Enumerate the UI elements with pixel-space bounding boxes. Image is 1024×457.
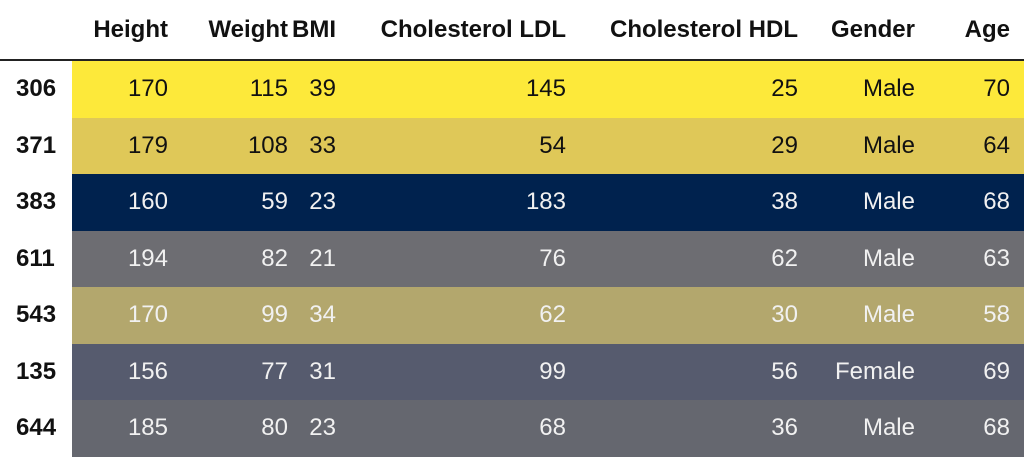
cell-cholesterol-hdl: 56 (590, 343, 822, 400)
cell-gender: Male (822, 117, 942, 174)
cell-age: 69 (942, 343, 1024, 400)
cell-cholesterol-ldl: 68 (362, 400, 590, 457)
table-row: 611 194 82 21 76 62 Male 63 (0, 230, 1024, 287)
cell-weight: 59 (174, 174, 288, 231)
cell-weight: 108 (174, 117, 288, 174)
cell-cholesterol-hdl: 36 (590, 400, 822, 457)
cell-age: 68 (942, 174, 1024, 231)
cell-cholesterol-ldl: 76 (362, 230, 590, 287)
row-index: 543 (0, 287, 72, 344)
table-row: 644 185 80 23 68 36 Male 68 (0, 400, 1024, 457)
column-header-age: Age (942, 0, 1024, 61)
cell-gender: Male (822, 174, 942, 231)
cell-age: 63 (942, 230, 1024, 287)
table-row: 371 179 108 33 54 29 Male 64 (0, 117, 1024, 174)
index-header (0, 0, 72, 61)
cell-weight: 77 (174, 343, 288, 400)
cell-cholesterol-ldl: 54 (362, 117, 590, 174)
cell-bmi: 34 (288, 287, 362, 344)
cell-gender: Male (822, 400, 942, 457)
cell-age: 58 (942, 287, 1024, 344)
table-row: 306 170 115 39 145 25 Male 70 (0, 60, 1024, 118)
cell-bmi: 23 (288, 174, 362, 231)
row-index: 135 (0, 343, 72, 400)
cell-age: 64 (942, 117, 1024, 174)
cell-gender: Male (822, 230, 942, 287)
column-header-gender: Gender (822, 0, 942, 61)
column-header-height: Height (72, 0, 174, 61)
cell-height: 160 (72, 174, 174, 231)
header-row: Height Weight BMI Cholesterol LDL Choles… (0, 0, 1024, 61)
cell-cholesterol-ldl: 145 (362, 60, 590, 118)
cell-height: 185 (72, 400, 174, 457)
cell-height: 170 (72, 287, 174, 344)
cell-bmi: 21 (288, 230, 362, 287)
cell-cholesterol-hdl: 30 (590, 287, 822, 344)
cell-gender: Male (822, 60, 942, 118)
table-body: 306 170 115 39 145 25 Male 70 371 179 108 33 54 29 Mal… (0, 60, 1024, 457)
cell-bmi: 31 (288, 343, 362, 400)
cell-gender: Female (822, 343, 942, 400)
cell-height: 194 (72, 230, 174, 287)
row-index: 644 (0, 400, 72, 457)
table-row: 383 160 59 23 183 38 Male 68 (0, 174, 1024, 231)
cell-cholesterol-hdl: 62 (590, 230, 822, 287)
cell-gender: Male (822, 287, 942, 344)
row-index: 371 (0, 117, 72, 174)
table-row: 135 156 77 31 99 56 Female 69 (0, 343, 1024, 400)
column-header-weight: Weight (174, 0, 288, 61)
row-index: 306 (0, 60, 72, 118)
cell-age: 68 (942, 400, 1024, 457)
cell-height: 170 (72, 60, 174, 118)
cell-weight: 115 (174, 60, 288, 118)
cell-age: 70 (942, 60, 1024, 118)
row-index: 383 (0, 174, 72, 231)
cell-cholesterol-hdl: 25 (590, 60, 822, 118)
cell-bmi: 23 (288, 400, 362, 457)
cell-cholesterol-ldl: 99 (362, 343, 590, 400)
column-header-cholesterol-hdl: Cholesterol HDL (590, 0, 822, 61)
cell-cholesterol-ldl: 62 (362, 287, 590, 344)
cell-weight: 99 (174, 287, 288, 344)
cell-bmi: 39 (288, 60, 362, 118)
cell-cholesterol-hdl: 29 (590, 117, 822, 174)
cell-weight: 82 (174, 230, 288, 287)
cell-weight: 80 (174, 400, 288, 457)
column-header-bmi: BMI (288, 0, 362, 61)
cell-cholesterol-ldl: 183 (362, 174, 590, 231)
table-row: 543 170 99 34 62 30 Male 58 (0, 287, 1024, 344)
row-index: 611 (0, 230, 72, 287)
cell-cholesterol-hdl: 38 (590, 174, 822, 231)
cell-bmi: 33 (288, 117, 362, 174)
column-header-cholesterol-ldl: Cholesterol LDL (362, 0, 590, 61)
cell-height: 156 (72, 343, 174, 400)
cell-height: 179 (72, 117, 174, 174)
